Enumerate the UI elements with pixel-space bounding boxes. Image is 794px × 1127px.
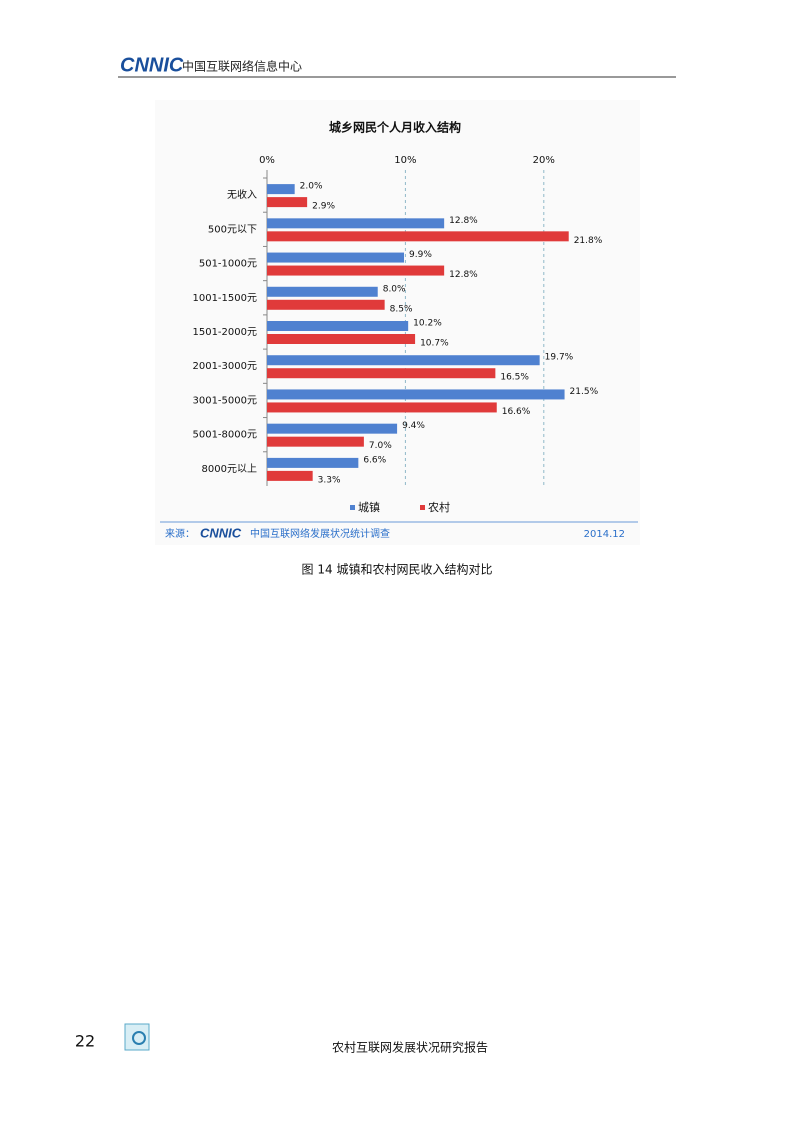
- source-logo: CNNIC: [200, 525, 242, 540]
- caption: 图 14 城镇和农村网民收入结构对比: [302, 562, 493, 577]
- value-label: 21.8%: [574, 236, 603, 246]
- bar: [267, 436, 364, 447]
- bar: [267, 286, 378, 297]
- value-label: 7.0%: [369, 441, 392, 451]
- y-tick-label: 8000元以上: [202, 463, 257, 475]
- x-tick-label: 20%: [533, 155, 555, 166]
- header-title: 中国互联网络信息中心: [182, 59, 302, 74]
- value-label: 6.6%: [363, 455, 386, 465]
- y-tick-label: 501-1000元: [199, 259, 257, 270]
- bar: [267, 470, 313, 481]
- x-tick-label: 0%: [259, 155, 275, 166]
- bar: [267, 368, 496, 379]
- chart-title: 城乡网民个人月收入结构: [329, 120, 461, 135]
- value-label: 2.0%: [300, 182, 323, 192]
- bar: [267, 184, 295, 195]
- bar: [267, 334, 416, 344]
- bar: [267, 265, 445, 276]
- value-label: 10.7%: [420, 339, 449, 349]
- value-label: 10.2%: [413, 319, 442, 329]
- bar: [267, 252, 405, 263]
- y-tick-label: 1501-2000元: [192, 327, 257, 338]
- value-label: 8.0%: [383, 284, 406, 294]
- footer-icon-glass: [132, 1031, 146, 1045]
- footer-icon: [124, 1023, 150, 1051]
- x-tick-label: 10%: [394, 155, 416, 166]
- bar: [267, 355, 540, 366]
- value-label: 9.9%: [409, 250, 432, 260]
- bar: [267, 402, 497, 413]
- value-label: 2.9%: [312, 202, 335, 212]
- value-label: 16.6%: [502, 407, 531, 417]
- bar: [267, 423, 398, 434]
- legend-label: 农村: [428, 500, 450, 514]
- footer-title: 农村互联网发展状况研究报告: [332, 1040, 488, 1055]
- bar: [267, 321, 409, 331]
- value-label: 16.5%: [500, 373, 529, 383]
- bar: [267, 231, 569, 242]
- logo: CNNIC: [120, 54, 184, 76]
- y-tick-label: 无收入: [227, 188, 257, 201]
- legend-swatch: [350, 505, 355, 510]
- source: 中国互联网络发展状况统计调查: [250, 527, 390, 540]
- legend-label: 城镇: [358, 500, 380, 514]
- value-label: 8.5%: [390, 304, 413, 314]
- value-label: 19.7%: [545, 353, 574, 363]
- y-tick-label: 2001-3000元: [192, 361, 257, 372]
- y-tick-label: 500元以下: [208, 224, 257, 235]
- value-label: 9.4%: [402, 421, 425, 431]
- y-tick-label: 1001-1500元: [192, 293, 257, 304]
- value-label: 21.5%: [570, 387, 599, 397]
- y-tick-label: 5001-8000元: [192, 430, 257, 441]
- bar: [267, 389, 565, 400]
- bar: [267, 299, 385, 310]
- value-label: 12.8%: [449, 270, 478, 280]
- source-date: 2014.12: [584, 529, 625, 540]
- legend-swatch: [420, 505, 425, 510]
- page-number: 22: [75, 1032, 95, 1051]
- bar: [267, 218, 445, 229]
- bar: [267, 457, 359, 468]
- y-tick-label: 3001-5000元: [192, 395, 257, 406]
- bar: [267, 197, 308, 208]
- source-prefix: 来源：: [165, 527, 195, 540]
- value-label: 12.8%: [449, 216, 478, 226]
- value-label: 3.3%: [318, 475, 341, 485]
